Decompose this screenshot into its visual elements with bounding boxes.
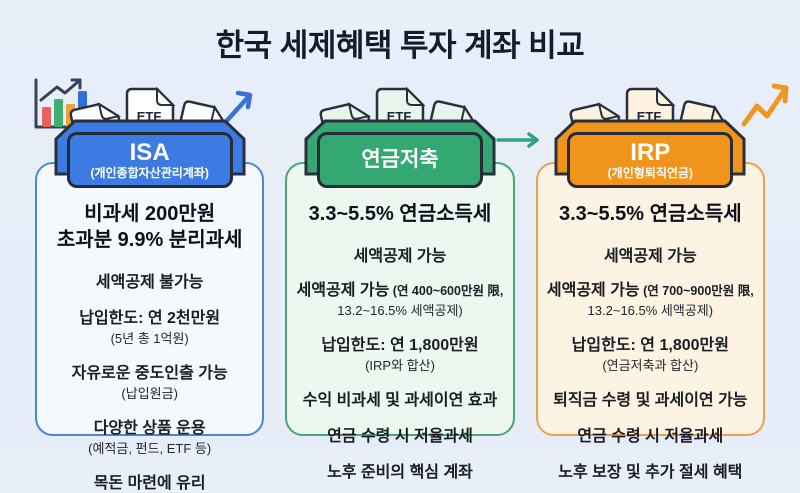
card-line: 13.2~16.5% 세액공제) — [337, 303, 463, 318]
account-column-isa: ETF ETF ETF — [35, 82, 265, 492]
card-line: 세액공제 가능 (연 700~900만원 限, — [546, 282, 754, 299]
account-badge: IRP (개인형퇴직연금) — [567, 132, 734, 188]
account-badge: 연금저축 — [316, 132, 483, 188]
card-line: 납입한도: 연 1,800만원 — [321, 337, 479, 354]
card-line: 세액공제 불가능 — [95, 274, 204, 291]
account-badge-title: IRP — [630, 139, 671, 167]
account-badge-title: 연금저축 — [361, 147, 439, 171]
card-line: 13.2~16.5% 세액공제) — [587, 303, 714, 318]
pension-to-irp-arrow-icon — [496, 132, 542, 148]
account-badge-subtitle: (개인종합자산관리계좌) — [90, 166, 209, 181]
account-badge: ISA (개인종합자산관리계좌) — [66, 132, 233, 188]
card-line: (5년 총 1억원) — [110, 331, 189, 346]
card-line: (납입원금) — [121, 386, 178, 401]
card-line: 연금 수령 시 저율과세 — [577, 428, 724, 445]
card-line: (연금저축과 합산) — [602, 358, 699, 373]
irp-trend-arrow-icon — [740, 80, 792, 132]
account-badge-title: ISA — [129, 139, 170, 167]
card-line: 수익 비과세 및 과세이연 효과 — [302, 392, 498, 409]
card-line: 세액공제 가능 — [353, 248, 447, 265]
card-line: 3.3~5.5% 연금소득세 — [559, 203, 742, 225]
card-line: 자유로운 중도인출 가능 — [71, 365, 228, 382]
card-line: 세액공제 가능 (연 400~600만원 限, — [296, 282, 504, 299]
card-line: 초과분 9.9% 분리과세 — [56, 229, 243, 251]
card-line: (예적금, 펀드, ETF 등) — [88, 441, 212, 456]
account-badge-subtitle: (개인형퇴직연금) — [607, 166, 693, 181]
account-columns: ETF ETF ETF — [35, 82, 765, 492]
card-line: 납입한도: 연 1,800만원 — [571, 337, 729, 354]
card-line: 세액공제 가능 — [603, 248, 697, 265]
account-column-irp: ETF ETF ETF — [535, 82, 765, 481]
card-line: 비과세 200만원 — [84, 203, 216, 225]
page-title: 한국 세제혜택 투자 계좌 비교 — [215, 28, 585, 63]
account-column-pension-savings: ETF ETF ETF — [285, 82, 515, 481]
card-line: (IRP와 합산) — [365, 358, 435, 373]
card-line: 퇴직금 수령 및 과세이연 가능 — [553, 392, 748, 409]
card-line: 노후 보장 및 추가 절세 혜택 — [558, 464, 743, 481]
card-line: 납입한도: 연 2천만원 — [79, 310, 221, 327]
card-line: 노후 준비의 핵심 계좌 — [327, 464, 473, 481]
card-line: 다양한 상품 운용 — [93, 420, 206, 437]
card-line: 목돈 마련에 유리 — [93, 475, 206, 492]
card-line: 3.3~5.5% 연금소득세 — [308, 203, 492, 225]
card-line: 연금 수령 시 저율과세 — [327, 428, 473, 445]
